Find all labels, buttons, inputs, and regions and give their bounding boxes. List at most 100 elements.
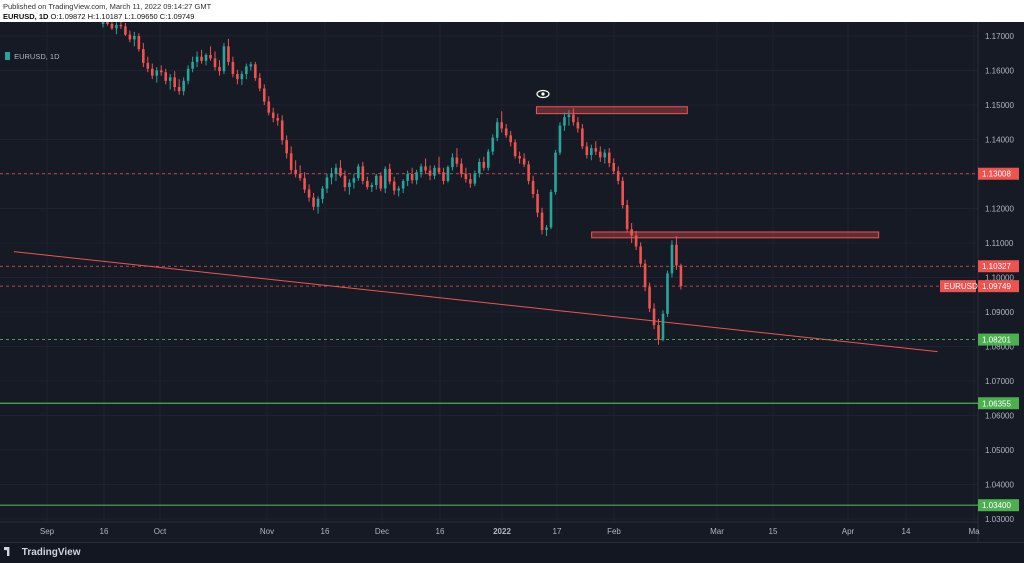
time-tick-label: Ma	[968, 527, 980, 536]
legend-symbol: EURUSD, 1D	[14, 52, 60, 61]
candle-body	[491, 137, 495, 152]
candle-body	[159, 70, 163, 73]
time-tick-label: 17	[553, 527, 562, 536]
candle-body	[509, 135, 512, 143]
price-tick-label: 1.16000	[985, 67, 1014, 76]
candle-body	[482, 161, 486, 168]
candle-body	[200, 56, 203, 61]
candle-body	[410, 174, 414, 181]
trendline	[13, 251, 938, 353]
candle-body	[406, 174, 409, 181]
candle-body	[276, 118, 280, 121]
time-tick-label: Sep	[40, 527, 55, 536]
candle-body	[303, 178, 306, 190]
price-label-text: 1.13008	[982, 170, 1011, 179]
candle-body	[330, 174, 333, 178]
candle-body	[652, 308, 656, 326]
price-label-text: 1.03400	[982, 501, 1011, 510]
candlestick-chart[interactable]: 1.170001.160001.150001.140001.130001.120…	[0, 22, 1024, 542]
candle-body	[218, 67, 221, 72]
candle-body	[590, 148, 593, 156]
price-label-text: 1.09749	[982, 282, 1011, 291]
candle-body	[106, 22, 109, 24]
publish-header: Published on TradingView.com, March 11, …	[0, 0, 1024, 22]
candle-body	[527, 164, 530, 181]
candle-body	[594, 148, 598, 152]
time-tick-label: 16	[100, 527, 109, 536]
time-tick-label: Mar	[710, 527, 724, 536]
price-label-badge	[978, 280, 1019, 293]
candle-body	[540, 212, 544, 230]
candle-body	[137, 36, 141, 50]
candle-body	[348, 182, 351, 188]
candle-body	[630, 229, 633, 236]
candle-body	[164, 72, 168, 81]
candle-body	[392, 181, 396, 191]
candle-body	[285, 140, 288, 154]
candle-body	[222, 46, 226, 72]
candle-body	[504, 128, 508, 136]
candle-body	[437, 167, 441, 173]
candle-body	[545, 227, 548, 230]
time-tick-label: Oct	[154, 527, 167, 536]
price-label-badge	[978, 397, 1019, 410]
candle-body	[142, 49, 145, 63]
candle-body	[572, 114, 575, 123]
candle-body	[182, 80, 185, 92]
price-tick-label: 1.04000	[985, 481, 1014, 490]
candle-body	[486, 151, 490, 168]
candle-body	[231, 61, 235, 74]
candle-body	[428, 170, 432, 176]
candle-body	[639, 246, 642, 264]
candle-body	[549, 191, 553, 228]
candle-body	[173, 77, 176, 88]
resistance-zone-high	[535, 106, 688, 115]
candle-body	[294, 169, 297, 174]
tradingview-logo[interactable]: TradingView	[4, 547, 81, 558]
candle-body	[254, 64, 257, 79]
candle-body	[155, 70, 159, 76]
time-tick-label: 2022	[493, 527, 511, 536]
candle-body	[661, 313, 665, 340]
candle-body	[679, 265, 683, 287]
candle-body	[267, 101, 271, 113]
candle-body	[455, 157, 459, 164]
candle-body	[245, 66, 248, 74]
candle-body	[607, 152, 611, 163]
candle-body	[522, 158, 526, 165]
candle-body	[379, 175, 383, 189]
candle-body	[657, 325, 660, 340]
candle-body	[585, 146, 589, 156]
candle-body	[397, 188, 400, 191]
brand-name: TradingView	[21, 547, 81, 558]
price-tick-label: 1.03000	[985, 515, 1014, 524]
price-tick-label: 1.15000	[985, 101, 1014, 110]
candle-body	[648, 287, 651, 309]
publish-info: Published on TradingView.com, March 11, …	[3, 2, 212, 11]
candle-body	[531, 180, 535, 195]
candle-body	[383, 168, 387, 189]
chart-area[interactable]: 1.170001.160001.150001.140001.130001.120…	[0, 22, 1024, 542]
candle-body	[271, 112, 275, 119]
candle-body	[280, 120, 284, 141]
candle-body	[670, 244, 674, 274]
candle-body	[101, 22, 105, 24]
candle-body	[366, 180, 369, 188]
candle-body	[616, 171, 620, 181]
candle-body	[495, 122, 499, 138]
time-tick-label: Feb	[607, 527, 621, 536]
tradingview-logo-icon	[4, 547, 10, 556]
candle-body	[419, 166, 423, 173]
candle-body	[576, 122, 580, 129]
candle-body	[334, 167, 338, 174]
footer-bar: TradingView	[0, 542, 1024, 563]
price-label-badge	[978, 333, 1019, 346]
candle-body	[469, 179, 472, 184]
candle-body	[675, 244, 678, 266]
candle-body	[433, 167, 436, 176]
candle-body	[209, 54, 212, 59]
eye-icon-pupil	[541, 92, 545, 96]
eye-icon	[536, 89, 550, 99]
candle-body	[554, 152, 557, 192]
time-tick-label: 16	[321, 527, 330, 536]
